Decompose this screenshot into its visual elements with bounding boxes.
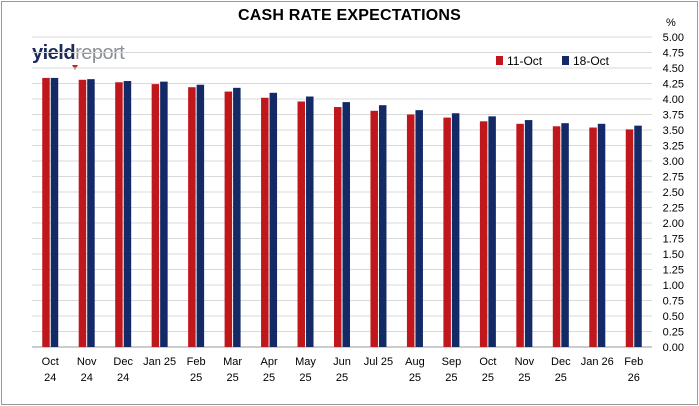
y-tick-label: 2.00 [663,218,684,230]
legend-label-18-Oct: 18-Oct [573,54,610,68]
y-tick-label: 0.00 [663,342,684,354]
y-tick-label: 4.25 [663,79,684,91]
y-tick-label: 3.00 [663,156,684,168]
bar-18-Oct [160,81,168,347]
bar-18-Oct [50,77,59,348]
x-tick-label: 24 [44,372,56,384]
bar-11-Oct [42,77,50,348]
x-tick-label: Jan 25 [143,356,176,368]
x-tick-label: May [295,356,316,368]
bar-11-Oct [589,127,597,348]
y-tick-label: 4.75 [663,48,684,60]
bar-18-Oct [415,110,423,347]
bar-11-Oct [479,121,488,347]
bar-11-Oct [334,107,342,347]
bar-18-Oct [342,102,350,347]
x-tick-label: Dec [113,356,133,368]
x-tick-label: Nov [515,356,535,368]
bar-11-Oct [78,79,87,347]
x-tick-label: 25 [336,372,348,384]
bar-18-Oct [233,87,241,347]
y-tick-label: 3.25 [663,141,684,153]
bar-11-Oct [297,101,306,347]
bar-11-Oct [625,129,634,347]
chart-title: CASH RATE EXPECTATIONS [237,7,462,24]
y-tick-label: 0.25 [663,327,684,339]
x-tick-label: Aug [405,356,425,368]
x-tick-label: 24 [117,372,129,384]
y-tick-label: 2.25 [663,203,684,215]
bar-18-Oct [269,92,278,347]
x-tick-label: 26 [628,372,640,384]
bar-18-Oct [597,123,606,347]
x-tick-label: Apr [260,356,277,368]
x-tick-label: Jul 25 [364,356,393,368]
y-tick-label: 4.00 [663,94,684,106]
bar-11-Oct [224,91,233,347]
y-tick-label: 1.50 [663,249,684,261]
bar-18-Oct [451,113,460,347]
legend-label-11-Oct: 11-Oct [507,54,543,68]
x-tick-label: Feb [624,356,643,368]
bar-18-Oct [524,120,533,347]
x-tick-label: Dec [551,356,571,368]
x-tick-label: 25 [518,372,530,384]
bar-11-Oct [188,87,196,347]
y-tick-label: 4.50 [663,63,684,75]
x-tick-label: Jun [333,356,351,368]
x-tick-label: 25 [445,372,457,384]
y-tick-label: 2.75 [663,172,684,184]
bar-11-Oct [151,84,160,348]
bar-11-Oct [516,123,524,347]
x-tick-label: Oct [42,356,59,368]
x-tick-label: Oct [479,356,496,368]
y-tick-label: 2.50 [663,187,684,199]
x-tick-label: 25 [226,372,238,384]
x-tick-label: Mar [223,356,242,368]
x-tick-label: Nov [77,356,97,368]
x-tick-label: 25 [190,372,202,384]
y-tick-label: 0.75 [663,296,684,308]
y-tick-label: 3.50 [663,125,684,137]
y-tick-label: 1.75 [663,234,684,246]
x-tick-label: Sep [442,356,462,368]
bar-11-Oct [115,82,123,347]
bar-18-Oct [123,81,132,348]
bar-18-Oct [561,123,569,348]
legend-swatch-11-Oct [496,56,503,65]
bar-11-Oct [443,117,451,347]
bar-18-Oct [196,84,205,348]
y-tick-label: 1.25 [663,265,684,277]
bar-11-Oct [406,114,415,347]
y-tick-label: 3.75 [663,110,684,122]
bar-18-Oct [488,116,496,347]
bar-18-Oct [306,96,314,348]
x-tick-label: 25 [482,372,494,384]
bar-18-Oct [378,105,387,347]
y-axis-unit: % [666,17,676,29]
x-tick-label: 25 [263,372,275,384]
x-tick-label: 25 [409,372,421,384]
bar-18-Oct [87,79,95,347]
legend-swatch-18-Oct [562,56,569,65]
x-tick-label: 24 [81,372,93,384]
bar-11-Oct [261,97,269,347]
x-tick-label: 25 [299,372,311,384]
bar-18-Oct [634,125,642,347]
bar-11-Oct [552,126,561,347]
y-tick-label: 1.00 [663,280,684,292]
x-tick-label: Jan 26 [581,356,614,368]
y-tick-label: 5.00 [663,32,684,44]
bar-11-Oct [370,110,378,347]
x-tick-label: 25 [555,372,567,384]
y-tick-label: 0.50 [663,311,684,323]
x-tick-label: Feb [187,356,206,368]
